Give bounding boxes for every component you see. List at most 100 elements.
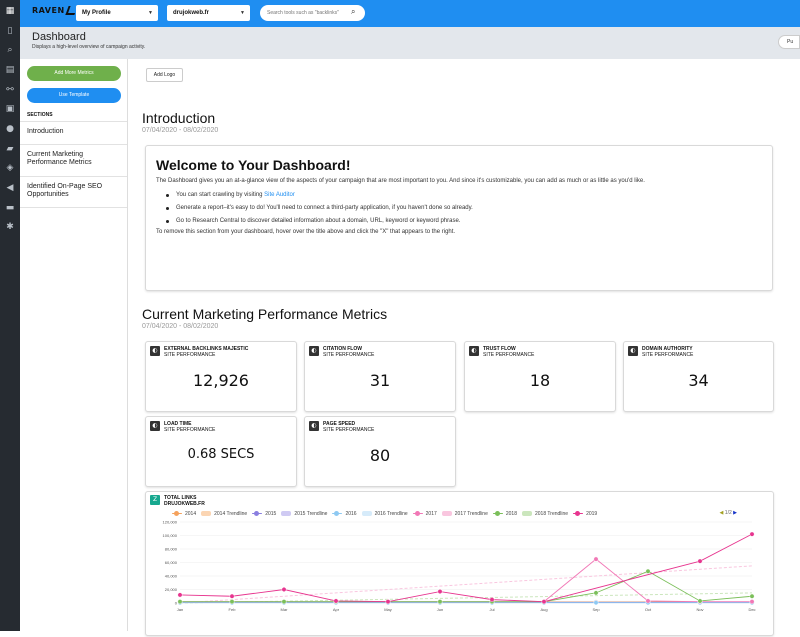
- use-template-button[interactable]: Use Template: [27, 88, 121, 103]
- legend-swatch: [522, 511, 532, 516]
- majestic-icon: ◐: [309, 346, 319, 356]
- metric-card-domain-authority[interactable]: ◐ DOMAIN AUTHORITY SITE PERFORMANCE 34: [623, 341, 774, 412]
- legend-label: 2015: [265, 511, 277, 517]
- dashboard-main: Add Logo Introduction 07/04/2020 - 08/02…: [129, 59, 800, 636]
- legend-label: 2014 Trendline: [214, 511, 248, 517]
- dashboard-icon[interactable]: ▦: [5, 6, 15, 16]
- x-tick-label: Feb: [229, 607, 237, 612]
- metric-value: 80: [369, 446, 391, 465]
- data-point: [437, 599, 443, 605]
- data-point: [593, 590, 599, 596]
- clock-icon[interactable]: ●: [6, 124, 14, 134]
- legend-label: 2019: [586, 511, 598, 517]
- legend-swatch: [492, 511, 503, 516]
- introduction-title[interactable]: Introduction: [142, 110, 216, 126]
- report-icon[interactable]: ▤: [5, 65, 15, 75]
- link-icon[interactable]: ⚯: [6, 85, 14, 95]
- legend-item[interactable]: 2014 Trendline: [201, 511, 247, 517]
- page-icon[interactable]: ▯: [7, 26, 13, 36]
- legend-item[interactable]: 2014: [172, 511, 196, 517]
- gear-icon[interactable]: ✱: [6, 222, 14, 232]
- welcome-title: Welcome to Your Dashboard!: [156, 157, 351, 173]
- data-point: [697, 558, 703, 564]
- target-icon[interactable]: ◈: [6, 163, 14, 173]
- speed-icon: ◐: [150, 421, 160, 431]
- raven-logo[interactable]: RAVEN: [32, 6, 78, 15]
- metric-subtitle: SITE PERFORMANCE: [642, 352, 694, 358]
- legend-item[interactable]: 2018: [492, 511, 517, 517]
- chat-icon[interactable]: ▰: [6, 144, 14, 154]
- total-links-card[interactable]: Z TOTAL LINKS DRUJOKWEB.FR 2014 2014 Tren…: [145, 491, 774, 636]
- x-tick-label: Sep: [592, 607, 600, 612]
- metric-card-trust-flow[interactable]: ◐ TRUST FLOW SITE PERFORMANCE 18: [464, 341, 616, 412]
- section-item-introduction[interactable]: Introduction: [20, 121, 127, 144]
- metric-card-citation-flow[interactable]: ◐ CITATION FLOW SITE PERFORMANCE 31: [304, 341, 456, 412]
- metric-card-load-time[interactable]: ◐ LOAD TIME SITE PERFORMANCE 0.68 SECS: [145, 416, 297, 487]
- data-point: [177, 592, 183, 598]
- welcome-bullet: Generate a report–it's easy to do! You'l…: [166, 205, 473, 211]
- pager-text: 1/2: [724, 510, 732, 516]
- y-tick-label: 120,000: [163, 520, 178, 525]
- legend-item[interactable]: 2015 Trendline: [281, 511, 327, 517]
- add-logo-button[interactable]: Add Logo: [146, 68, 183, 82]
- search-input[interactable]: [260, 5, 365, 21]
- welcome-list: You can start crawling by visiting Site …: [166, 192, 473, 231]
- introduction-dates: 07/04/2020 - 08/02/2020: [142, 127, 219, 134]
- top-bar: RAVEN My Profile▼ drujokweb.fr▼ ⌕: [20, 0, 800, 27]
- welcome-paragraph: The Dashboard gives you an at-a-glance v…: [156, 178, 645, 184]
- trendline: [179, 565, 753, 604]
- legend-item[interactable]: 2017: [412, 511, 437, 517]
- x-tick-label: Jan: [177, 607, 183, 612]
- metric-card-page-speed[interactable]: ◐ PAGE SPEED SITE PERFORMANCE 80: [304, 416, 456, 487]
- profile-select[interactable]: My Profile ▼: [76, 5, 158, 21]
- briefcase-icon[interactable]: ▣: [5, 104, 15, 114]
- prev-page-icon[interactable]: ◀: [719, 510, 724, 516]
- publish-button[interactable]: Pu: [778, 35, 800, 49]
- data-point: [281, 599, 287, 605]
- welcome-card: Welcome to Your Dashboard! The Dashboard…: [145, 145, 773, 291]
- legend-swatch: [201, 511, 212, 516]
- legend-item[interactable]: 2016: [332, 511, 357, 517]
- caret-down-icon: ▼: [148, 10, 153, 16]
- metric-subtitle: SITE PERFORMANCE: [164, 352, 216, 358]
- data-point: [281, 587, 287, 592]
- megaphone-icon[interactable]: ◀: [6, 183, 14, 193]
- x-tick-label: Jun: [437, 607, 443, 612]
- legend-item[interactable]: 2017 Trendline: [441, 511, 488, 517]
- x-tick-label: Apr: [333, 607, 340, 612]
- domain-select[interactable]: drujokweb.fr ▼: [167, 5, 250, 21]
- metric-value: 34: [688, 371, 709, 390]
- data-point: [593, 600, 599, 606]
- legend-label: 2018 Trendline: [535, 511, 569, 517]
- data-point: [541, 599, 547, 605]
- y-tick-label: 0: [175, 601, 178, 606]
- add-more-metrics-button[interactable]: Add More Metrics: [27, 66, 121, 81]
- x-tick-label: Aug: [540, 607, 547, 612]
- metrics-title[interactable]: Current Marketing Performance Metrics: [142, 306, 388, 322]
- legend-item[interactable]: 2015: [252, 511, 276, 517]
- x-tick-label: Nov: [696, 607, 703, 612]
- site-auditor-link[interactable]: Site Auditor: [264, 192, 295, 198]
- legend-swatch: [332, 511, 343, 516]
- metric-title: DOMAIN AUTHORITY: [642, 346, 693, 352]
- metric-card-backlinks[interactable]: ◐ EXTERNAL BACKLINKS MAJESTIC SITE PERFO…: [145, 341, 297, 412]
- metric-subtitle: SITE PERFORMANCE: [164, 427, 216, 433]
- section-item-seo[interactable]: Identified On-Page SEO Opportunities: [20, 176, 127, 208]
- legend-item[interactable]: 2016 Trendline: [361, 511, 408, 517]
- next-page-icon[interactable]: ▶: [733, 510, 737, 516]
- metric-title: LOAD TIME: [164, 421, 192, 427]
- legend-swatch: [412, 511, 423, 516]
- legend-item[interactable]: 2018 Trendline: [522, 511, 568, 517]
- section-item-metrics[interactable]: Current Marketing Performance Metrics: [20, 144, 127, 176]
- metric-value: 0.68 SECS: [187, 447, 255, 462]
- magnifier-icon[interactable]: ⌕: [351, 7, 356, 16]
- legend-item[interactable]: 2019: [573, 511, 597, 517]
- metric-title: EXTERNAL BACKLINKS MAJESTIC: [164, 346, 249, 352]
- caret-down-icon: ▼: [240, 10, 245, 16]
- chart-title: TOTAL LINKS: [164, 495, 197, 501]
- search-icon[interactable]: ⌕: [7, 45, 13, 55]
- card-icon[interactable]: ▬: [5, 203, 15, 213]
- data-point: [385, 599, 391, 605]
- legend-pager: ◀ 1/2 ▶: [720, 510, 737, 516]
- welcome-bullet: You can start crawling by visiting Site …: [166, 192, 473, 198]
